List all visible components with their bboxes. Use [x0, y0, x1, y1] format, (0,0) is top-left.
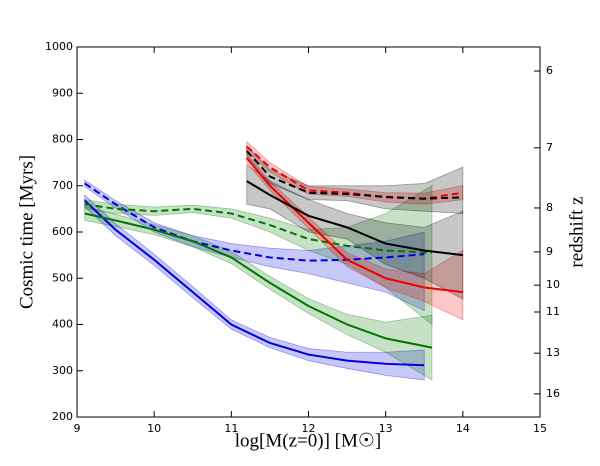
x-tick-label: 12	[302, 422, 316, 435]
confidence-band	[84, 185, 433, 326]
y2-tick-label: 13	[546, 346, 560, 359]
confidence-band	[246, 145, 464, 214]
x-tick-label: 14	[456, 422, 470, 435]
line	[84, 212, 433, 349]
x-tick-label: 15	[533, 422, 547, 435]
line	[84, 182, 425, 262]
y-tick-label: 800	[52, 133, 73, 146]
y-tick-label: 200	[52, 410, 73, 423]
x-axis-label: log[M(z=0)] [M☉]	[235, 430, 381, 451]
x-tick-label: 13	[379, 422, 393, 435]
y2-tick-label: 16	[546, 387, 560, 400]
y-tick-label: 300	[52, 364, 73, 377]
y-tick-label: 400	[52, 318, 73, 331]
line	[245, 157, 463, 294]
y2-tick-label: 6	[546, 64, 553, 77]
y2-tick-label: 10	[546, 278, 560, 291]
confidence-band	[246, 164, 464, 300]
y2-tick-label: 8	[546, 201, 553, 214]
x-tick-label: 10	[147, 422, 161, 435]
y2-axis-label: redshift z	[566, 196, 587, 267]
line	[246, 180, 463, 257]
y2-tick-label: 9	[546, 245, 553, 258]
y-axis-label: Cosmic time [Myrs]	[16, 155, 37, 309]
y-tick-label: 1000	[45, 40, 73, 53]
line	[246, 150, 463, 200]
confidence-band	[84, 206, 433, 381]
confidence-band	[84, 179, 425, 312]
line	[84, 199, 425, 367]
confidence-band	[84, 194, 425, 381]
y2-tick-label: 7	[546, 141, 553, 154]
y-tick-label: 500	[52, 271, 73, 284]
x-tick-label: 11	[224, 422, 238, 435]
y-tick-label: 900	[52, 86, 73, 99]
line	[84, 203, 433, 254]
y2-tick-label: 11	[546, 305, 560, 318]
y-tick-label: 700	[52, 179, 73, 192]
x-tick-label: 9	[74, 422, 81, 435]
y-tick-label: 600	[52, 225, 73, 238]
